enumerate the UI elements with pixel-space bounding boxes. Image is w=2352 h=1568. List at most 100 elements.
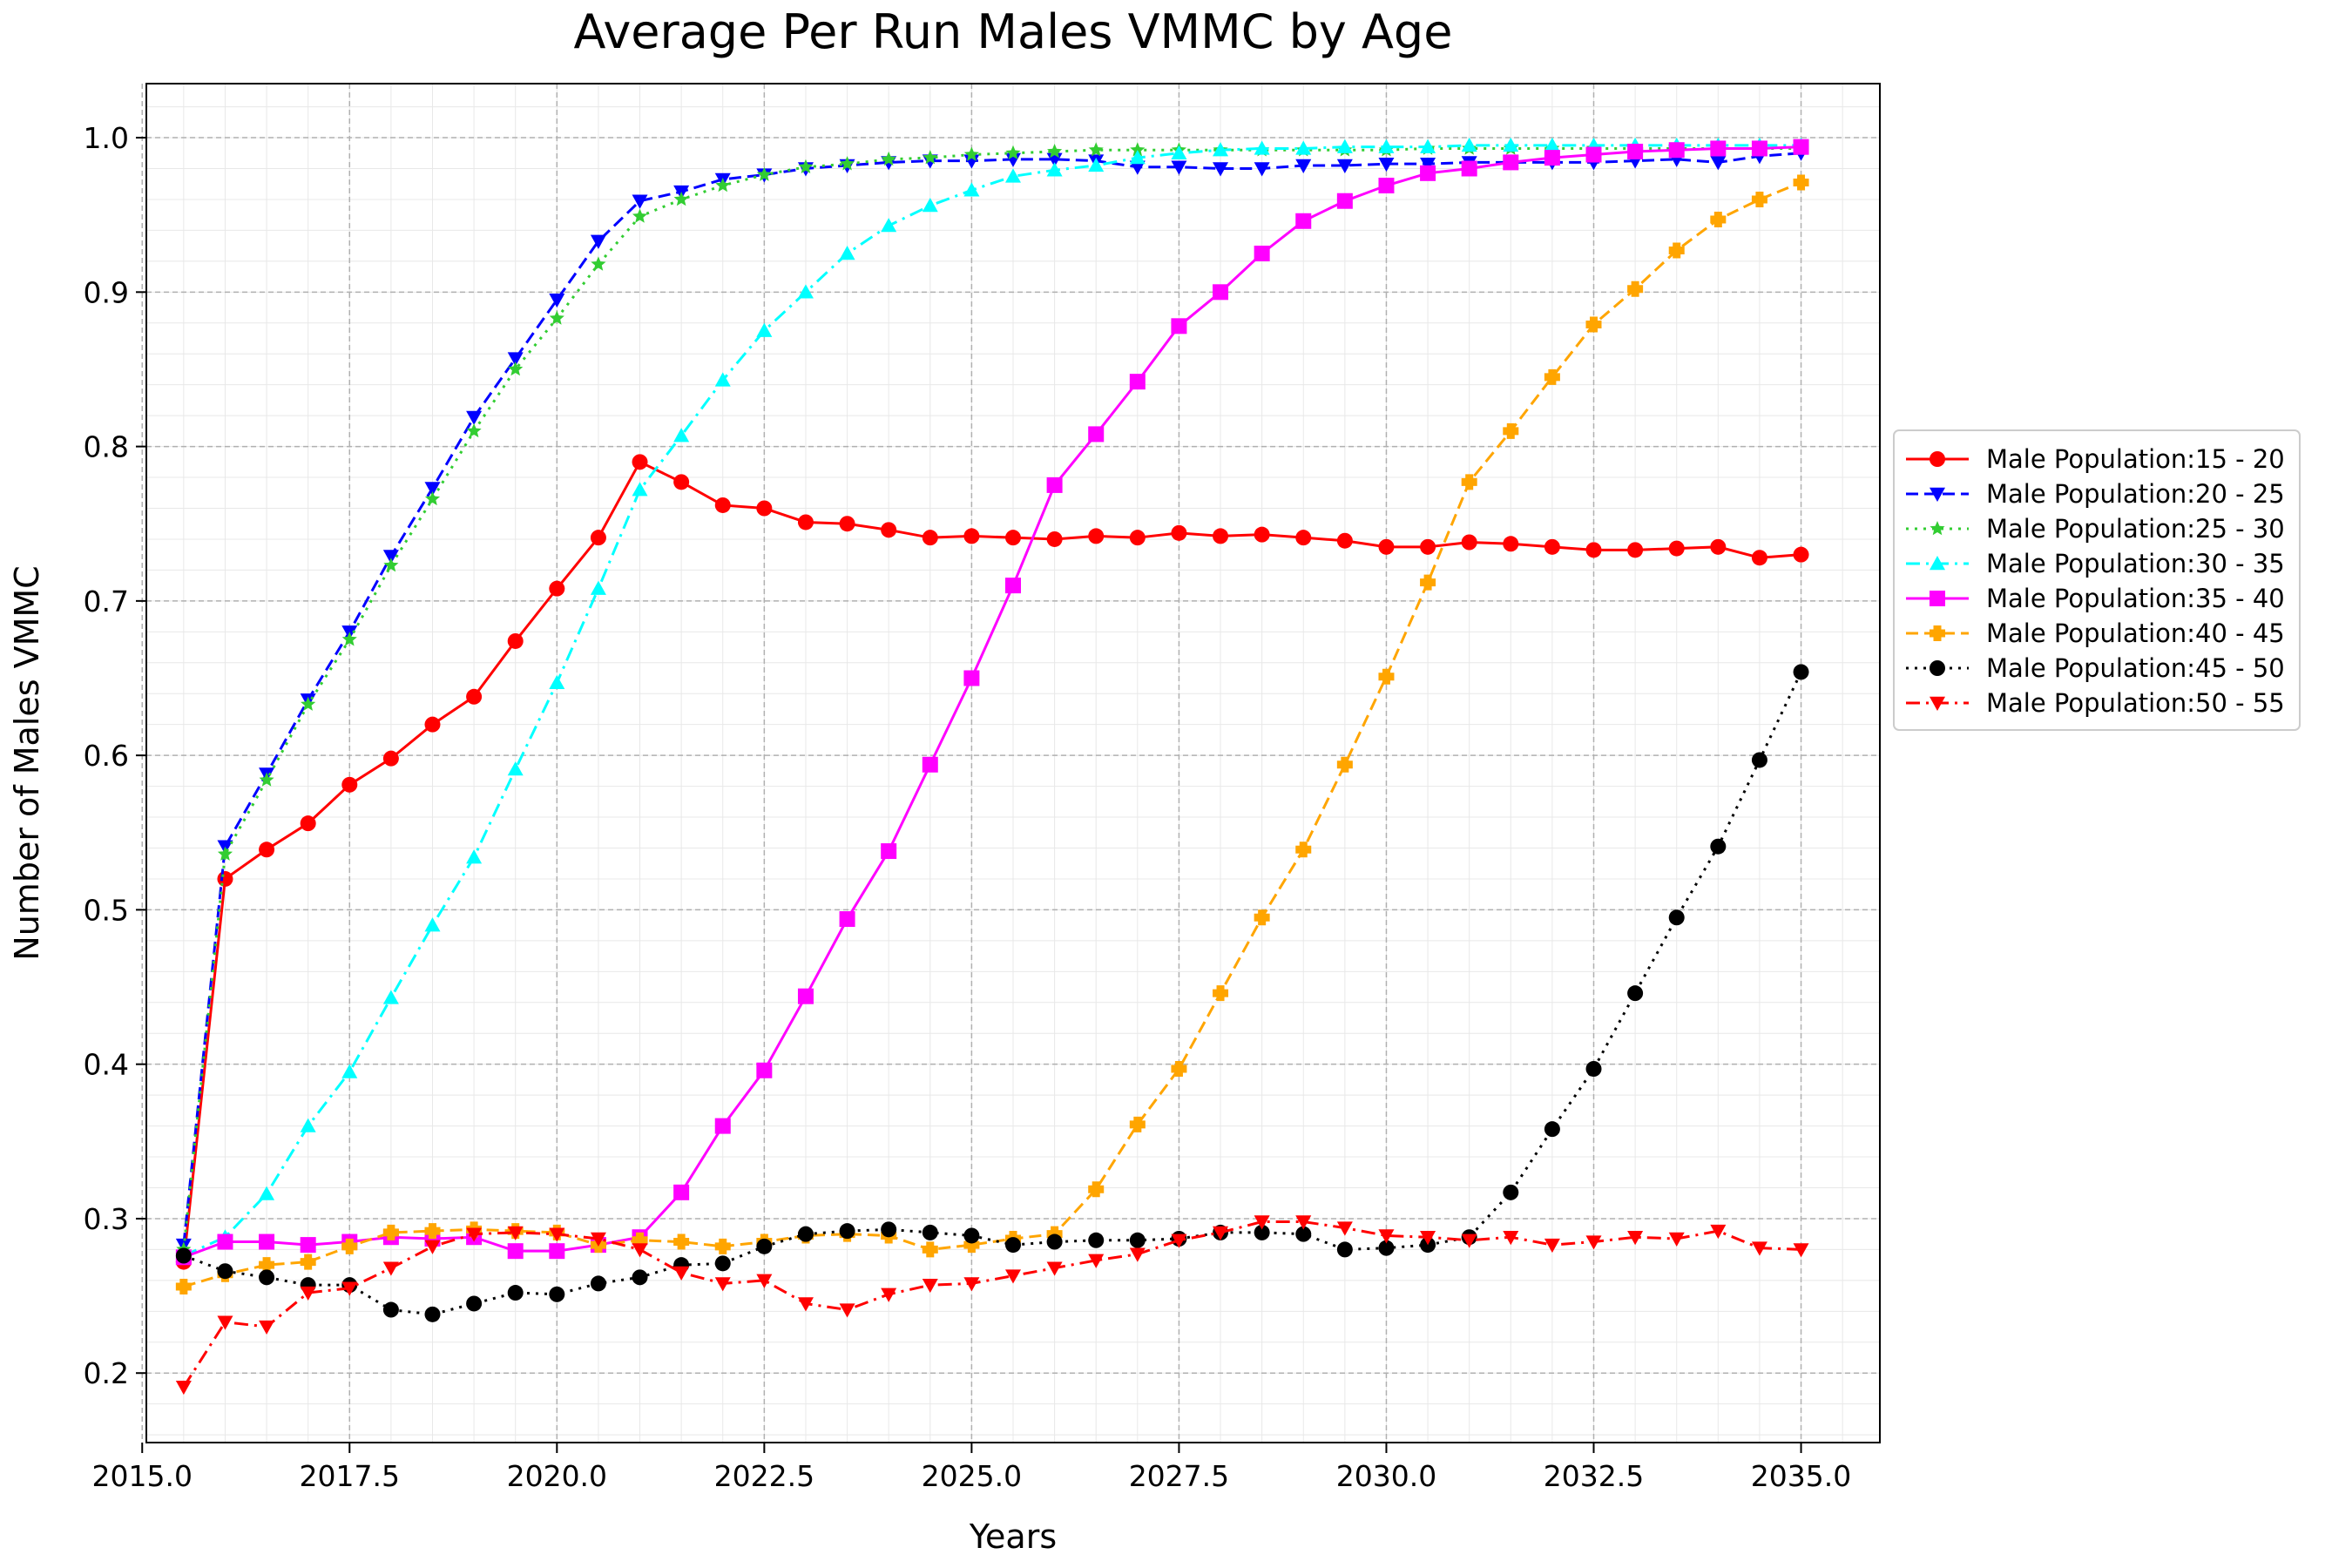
data-point [1793,139,1809,155]
data-point [217,1263,233,1280]
data-point [963,1277,980,1292]
data-point [1503,137,1519,152]
data-point [797,514,814,531]
data-point [1751,191,1767,207]
data-point [922,1241,938,1258]
data-point [839,516,855,532]
data-point [1336,756,1353,773]
data-point [881,522,897,538]
data-point [341,1238,358,1254]
data-point [1336,1241,1353,1258]
data-point [1793,664,1809,680]
data-point [1544,150,1560,166]
data-point [549,293,565,308]
data-point [1710,1224,1727,1240]
data-point [881,843,897,860]
data-point [341,776,358,793]
legend-entry: Male Population:15 - 20 [1906,444,2285,474]
data-point [1171,318,1187,335]
data-point [922,756,938,773]
x-tick-label: 2015.0 [92,1459,193,1493]
data-point [1420,574,1436,591]
data-point [1130,142,1146,157]
data-point [1213,1226,1229,1240]
data-point [1336,532,1353,549]
data-point [1005,1237,1021,1254]
data-point [922,1278,938,1294]
data-point [1585,316,1602,333]
data-point [466,849,483,864]
data-point [1005,168,1021,183]
data-point [382,1261,399,1276]
legend-marker [1930,625,1945,641]
data-point [881,1221,897,1238]
data-point [383,558,399,572]
series-line [183,181,1802,1288]
data-point [797,284,814,299]
x-axis-label: Years [969,1517,1057,1556]
data-point [1336,139,1353,153]
data-point [1420,165,1436,181]
data-point [549,580,565,597]
legend-label: Male Population:25 - 30 [1986,514,2285,544]
data-point [1627,542,1644,558]
data-point [217,1233,233,1250]
data-point [1544,368,1560,385]
legend-marker [1930,556,1945,571]
data-point [424,917,441,932]
data-point [1254,526,1270,543]
data-point [1710,140,1727,157]
legend-marker [1930,521,1945,536]
data-point [424,716,441,733]
data-point [549,674,565,690]
data-point [839,1303,855,1318]
data-point [1710,838,1727,855]
x-tick-label: 2025.0 [922,1459,1022,1493]
data-point [1005,530,1021,546]
data-point [591,256,606,271]
data-point [1503,154,1519,171]
data-point [507,1226,524,1240]
data-point [1627,1231,1644,1246]
data-point [714,497,731,513]
chart-title: Average Per Run Males VMMC by Age [574,4,1453,59]
data-point [1005,152,1021,167]
legend-entry: Male Population:30 - 35 [1906,549,2285,578]
data-point [881,151,896,166]
data-point [466,1295,483,1312]
data-point [1295,841,1312,858]
data-point [424,482,441,497]
legend-marker [1930,696,1945,711]
legend-entry: Male Population:35 - 40 [1906,584,2285,613]
legend-entry: Male Population:40 - 45 [1906,618,2285,648]
data-point [632,208,648,223]
data-point [1213,985,1229,1002]
series-6 [175,174,1809,1294]
data-point [756,166,772,181]
data-point [1461,1233,1477,1248]
data-point [756,322,773,337]
data-point [1129,160,1146,175]
data-point [1046,531,1063,547]
data-point [382,1301,399,1318]
legend-entry: Male Population:20 - 25 [1906,479,2285,509]
x-tick-label: 2032.5 [1544,1459,1644,1493]
data-point [175,1247,192,1264]
data-point [1129,1116,1146,1132]
data-point [632,194,648,209]
data-point [590,1232,606,1247]
series-line [182,460,1801,1262]
data-point [1046,1261,1063,1276]
data-point [1254,909,1270,926]
data-point [923,150,938,165]
legend-label: Male Population:45 - 50 [1986,653,2285,683]
data-point [798,159,814,174]
legend-entry: Male Population:45 - 50 [1906,653,2285,683]
data-point [1378,157,1395,172]
y-tick-label: 0.7 [84,585,129,618]
series-line [182,152,1801,1246]
data-point [1254,1215,1270,1230]
data-point [963,670,980,686]
data-point [840,156,855,171]
legend: Male Population:15 - 20 Male Population:2… [1893,429,2301,731]
